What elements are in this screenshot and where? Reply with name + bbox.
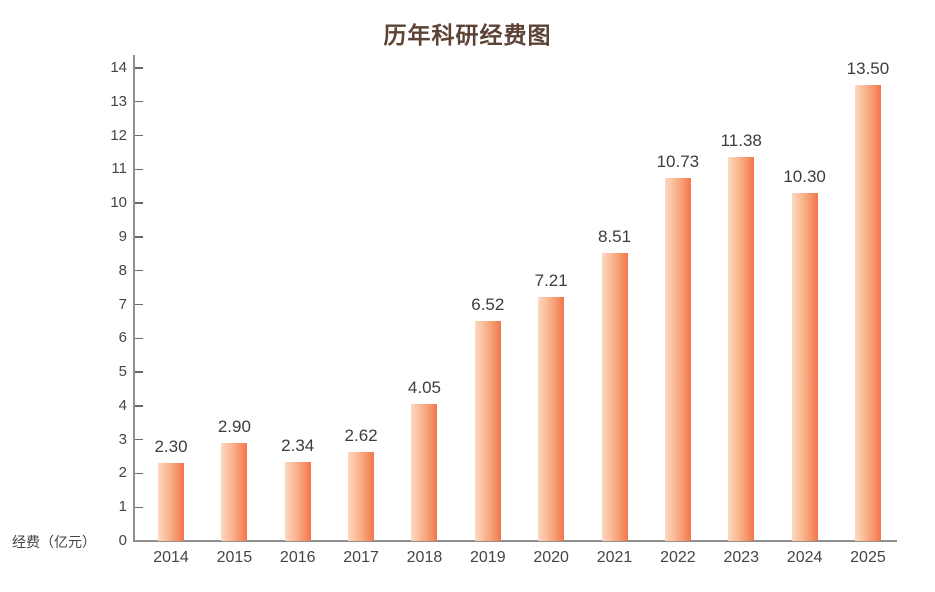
x-tick-label: 2025: [850, 549, 886, 566]
x-tick-label: 2022: [660, 549, 696, 566]
x-tick-label: 2019: [470, 549, 506, 566]
bar-value-label: 2.62: [344, 426, 378, 446]
y-tick-label: 1: [118, 498, 127, 516]
y-axis-tick: [134, 67, 143, 69]
y-tick-label: 6: [118, 329, 127, 347]
y-tick-label: 8: [118, 261, 127, 279]
x-tick-label: 2017: [343, 549, 379, 566]
y-tick-label: 9: [118, 227, 127, 245]
x-tick-label: 2015: [216, 549, 253, 566]
x-tick-label: 2014: [153, 549, 189, 566]
bar: [538, 297, 565, 541]
y-tick-label: 3: [118, 430, 127, 448]
bar-value-label: 7.21: [534, 271, 568, 291]
y-axis-unit-label: 经费（亿元）: [12, 534, 96, 550]
bar-value-label: 13.50: [846, 58, 890, 78]
bar: [601, 253, 628, 541]
bar-value-label: 10.30: [783, 167, 826, 186]
bar: [284, 461, 311, 541]
x-tick-label: 2021: [596, 549, 633, 566]
chart-title: 历年科研经费图: [383, 22, 552, 48]
y-axis-tick: [134, 405, 143, 407]
y-tick-label: 5: [118, 363, 127, 381]
y-tick-label: 7: [118, 295, 127, 313]
y-tick-label: 14: [110, 59, 127, 76]
bar-value-label: 6.52: [471, 294, 505, 314]
bar-value-label: 11.38: [720, 130, 762, 150]
y-tick-label: 10: [110, 194, 127, 212]
x-tick-label: 2024: [786, 549, 823, 566]
x-tick-label: 2020: [533, 549, 569, 566]
bar-value-label: 2.90: [217, 417, 251, 437]
bar: [664, 178, 691, 541]
x-tick-label: 2018: [406, 549, 443, 566]
y-tick-label: 11: [111, 160, 127, 178]
y-axis-tick: [134, 303, 143, 306]
y-tick-label: 2: [118, 464, 127, 482]
y-tick-label: 13: [110, 92, 127, 110]
y-axis-line: [133, 55, 135, 542]
bar: [728, 156, 755, 541]
y-axis-tick: [134, 438, 143, 441]
y-axis-tick: [134, 337, 143, 339]
y-axis-tick: [134, 134, 143, 137]
bar: [348, 452, 375, 541]
bar: [791, 193, 818, 541]
bar: [474, 320, 501, 541]
bar: [221, 443, 248, 541]
bar-value-label: 8.51: [597, 227, 632, 247]
x-tick-label: 2016: [279, 549, 316, 566]
y-tick-label: 12: [110, 126, 127, 144]
y-axis-tick: [134, 506, 143, 508]
bar-value-label: 2.34: [281, 435, 315, 455]
y-axis-tick: [134, 168, 143, 171]
x-axis-line: [133, 540, 897, 542]
bar-value-label: 4.05: [407, 378, 441, 398]
y-axis-tick: [134, 202, 143, 204]
x-tick-label: 2023: [723, 549, 760, 566]
bar-value-label: 10.73: [656, 152, 700, 172]
bar: [158, 463, 184, 541]
y-axis-tick: [134, 472, 143, 475]
y-tick-label: 4: [118, 396, 127, 414]
y-axis-tick: [134, 236, 143, 238]
y-axis-tick: [134, 371, 143, 373]
y-axis-tick: [134, 101, 143, 103]
bar-value-label: 2.30: [154, 437, 188, 457]
y-tick-label: 0: [118, 532, 127, 549]
bar: [854, 84, 881, 541]
y-axis-tick: [134, 270, 143, 272]
bar: [411, 404, 438, 541]
